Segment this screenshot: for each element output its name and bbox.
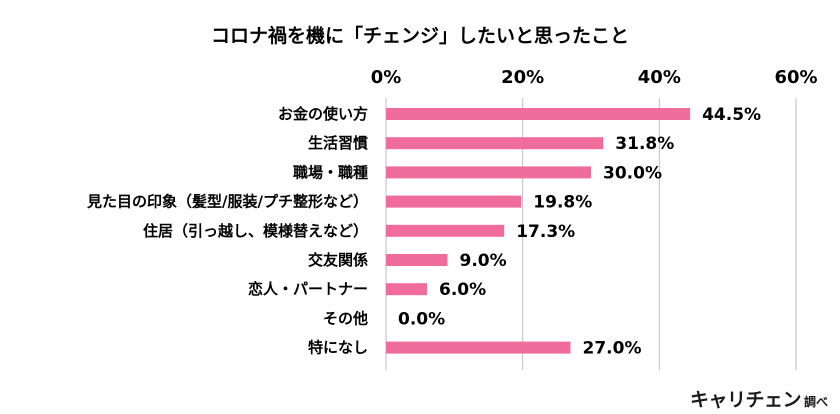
bar-6: [386, 283, 427, 296]
value-label-0: 44.5%: [702, 105, 761, 125]
category-label-7: その他: [323, 309, 368, 327]
value-label-2: 30.0%: [603, 163, 662, 183]
category-label-3: 見た目の印象（髪型/服装/プチ整形など）: [86, 193, 368, 211]
x-axis-ticks: 0% 20% 40% 60%: [371, 67, 818, 88]
value-labels: 44.5% 31.8% 30.0% 19.8% 17.3% 9.0% 6.0% 0.0% 27.…: [398, 105, 761, 359]
bar-2: [386, 166, 591, 179]
value-label-4: 17.3%: [516, 222, 575, 242]
bar-1: [386, 137, 604, 150]
value-label-8: 27.0%: [583, 339, 642, 359]
chart-title: コロナ禍を機に「チェンジ」したいと思ったこと: [211, 24, 629, 47]
value-label-3: 19.8%: [533, 193, 592, 213]
bar-4: [386, 224, 505, 237]
value-label-5: 9.0%: [460, 251, 507, 271]
category-label-1: 生活習慣: [308, 134, 368, 152]
source-credit: キャリチェン 調べ: [690, 385, 828, 412]
x-tick-label-0: 0%: [371, 67, 402, 88]
x-tick-label-60: 60%: [774, 67, 817, 88]
category-label-8: 特になし: [308, 339, 368, 357]
brand-logo: キャリチェン: [689, 389, 802, 411]
bar-3: [386, 195, 522, 208]
bar-8: [386, 341, 571, 354]
x-tick-label-40: 40%: [638, 67, 681, 88]
bar-5: [386, 254, 448, 266]
category-label-2: 職場・職種: [293, 163, 368, 181]
value-label-1: 31.8%: [615, 134, 674, 154]
x-tick-label-20: 20%: [501, 67, 544, 88]
credit-suffix: 調べ: [803, 395, 828, 409]
category-label-6: 恋人・パートナー: [248, 280, 368, 298]
bar-0: [386, 108, 691, 120]
category-label-4: 住居（引っ越し、模様替えなど）: [143, 222, 368, 240]
value-label-7: 0.0%: [398, 309, 445, 329]
category-label-5: 交友関係: [308, 251, 368, 269]
value-label-6: 6.0%: [439, 280, 486, 300]
bars: [386, 108, 691, 354]
category-label-0: お金の使い方: [278, 105, 368, 123]
